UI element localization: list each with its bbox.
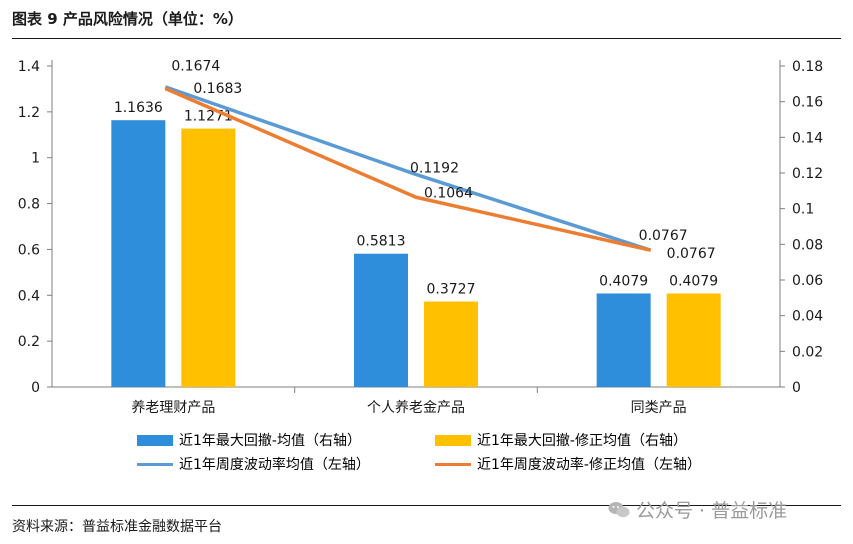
bar-data-label: 0.3727	[427, 282, 476, 298]
right-tick-label: 0.06	[792, 273, 823, 289]
legend-item-raw-volatility: 近1年周度波动率均值（左轴）	[137, 454, 370, 474]
legend-label-adj-volatility: 近1年周度波动率-修正均值（左轴）	[477, 457, 701, 473]
legend-item-raw-drawdown: 近1年最大回撤-均值（右轴）	[137, 430, 361, 450]
left-tick-label: 0.4	[18, 288, 40, 304]
legend-label-raw-volatility: 近1年周度波动率均值（左轴）	[179, 457, 370, 473]
watermark: 公众号 · 普益标准	[608, 496, 787, 523]
series-line	[164, 86, 652, 252]
line-data-label: 0.1674	[171, 58, 220, 74]
legend-item-adj-drawdown: 近1年最大回撤-修正均值（右轴）	[435, 430, 687, 450]
legend-swatch-raw-volatility	[137, 462, 173, 466]
bar-data-label: 0.5813	[357, 234, 406, 250]
wechat-icon	[608, 501, 630, 517]
bar	[424, 301, 478, 387]
left-tick-label: 0	[31, 380, 40, 396]
series-line	[164, 85, 652, 252]
bar	[596, 293, 651, 387]
right-tick-label: 0.18	[792, 59, 823, 75]
bar-data-label: 0.4079	[599, 273, 648, 289]
right-tick-label: 0.04	[792, 309, 823, 325]
category-label: 个人养老金产品	[367, 400, 465, 416]
left-tick-label: 1.2	[18, 105, 40, 121]
left-tick-label: 0.2	[18, 334, 40, 350]
bottom-rule	[12, 505, 841, 506]
left-tick-label: 1	[31, 151, 40, 167]
bar-data-label: 1.1271	[184, 109, 233, 125]
top-rule	[12, 38, 841, 39]
bar	[666, 293, 721, 387]
right-tick-label: 0	[792, 380, 801, 396]
line-data-label: 0.1192	[410, 160, 459, 176]
right-tick-label: 0.08	[792, 237, 823, 253]
category-label: 养老理财产品	[131, 400, 215, 416]
line-data-label: 0.1683	[193, 81, 242, 97]
legend-swatch-adj-volatility	[435, 462, 471, 466]
line-data-label: 0.0767	[667, 246, 716, 262]
legend-swatch-adj-drawdown	[435, 434, 471, 446]
right-tick-label: 0.16	[792, 95, 823, 111]
right-tick-label: 0.1	[792, 202, 814, 218]
legend-label-adj-drawdown: 近1年最大回撤-修正均值（右轴）	[477, 433, 687, 449]
right-tick-label: 0.14	[792, 130, 823, 146]
bar	[181, 128, 236, 387]
left-tick-label: 0.6	[18, 242, 40, 258]
watermark-text: 公众号 · 普益标准	[636, 500, 788, 522]
source-note: 资料来源：普益标准金融数据平台	[12, 519, 222, 535]
line-data-label: 0.0767	[639, 228, 688, 244]
bar	[354, 253, 408, 387]
legend-label-raw-drawdown: 近1年最大回撤-均值（右轴）	[179, 433, 361, 449]
left-tick-label: 0.8	[18, 197, 40, 213]
bar-data-label: 0.4079	[669, 273, 718, 289]
left-tick-label: 1.4	[18, 59, 40, 75]
bar-data-label: 1.1636	[114, 100, 163, 116]
legend-item-adj-volatility: 近1年周度波动率-修正均值（左轴）	[435, 454, 701, 474]
category-label: 同类产品	[631, 400, 687, 416]
combo-chart: 0 0.2 0.4 0.6 0.8 1 1.2 1.4 0 0.02 0.04 0.06 0.08 0.1…	[18, 58, 824, 416]
figure-title: 图表 9 产品风险情况（单位：%）	[12, 10, 243, 28]
right-tick-label: 0.12	[792, 166, 823, 182]
legend-swatch-raw-drawdown	[137, 434, 173, 446]
bar	[111, 120, 166, 388]
right-tick-label: 0.02	[792, 344, 823, 360]
line-data-label: 0.1064	[424, 185, 473, 201]
